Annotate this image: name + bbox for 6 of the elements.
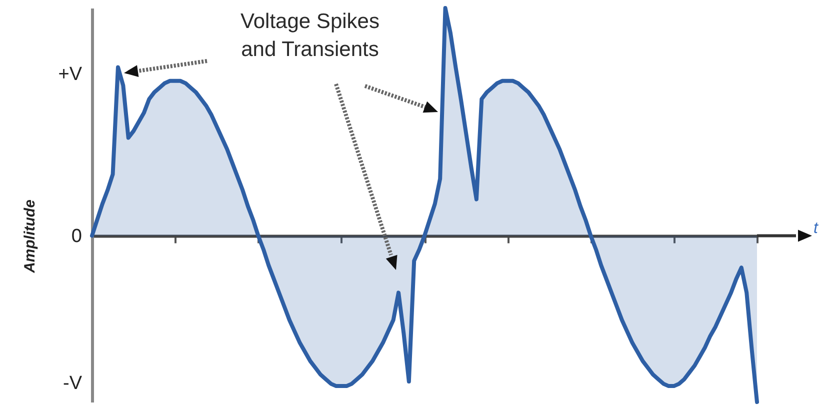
text: 0	[71, 226, 82, 247]
y-axis-title: Amplitude	[22, 200, 38, 274]
x-axis-title: t	[814, 220, 818, 238]
annotation: Voltage Spikes and Transients	[240, 10, 380, 61]
text: +V	[58, 64, 82, 85]
text: -V	[63, 373, 82, 394]
